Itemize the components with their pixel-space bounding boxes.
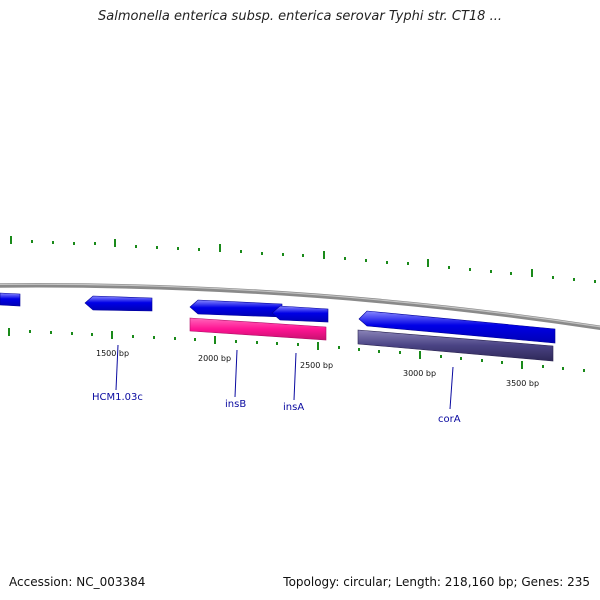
backbone xyxy=(0,283,600,331)
leader-corA xyxy=(449,366,454,410)
gene-label-leaders xyxy=(115,344,454,410)
outer-tick xyxy=(282,253,284,256)
inner-tick xyxy=(111,331,113,339)
inner-tick xyxy=(440,355,442,358)
map-title: Salmonella enterica subsp. enterica sero… xyxy=(98,9,502,24)
outer-tick xyxy=(386,261,388,264)
gene-arrow-insA[interactable] xyxy=(271,305,329,323)
gene-arrow-left-edge xyxy=(0,292,21,307)
outer-tick xyxy=(156,246,158,249)
inner-tick xyxy=(174,337,176,340)
outer-tick xyxy=(323,251,325,259)
outer-tick xyxy=(490,270,492,273)
inner-tick xyxy=(358,348,360,351)
outer-tick xyxy=(594,280,596,283)
inner-tick xyxy=(317,342,319,350)
gene-arrow-insB[interactable] xyxy=(189,299,283,318)
inner-tick xyxy=(542,365,544,368)
leader-hcm1-03c xyxy=(115,344,119,391)
outer-tick xyxy=(177,247,179,250)
inner-tick xyxy=(235,340,237,343)
inner-tick-track xyxy=(8,328,585,372)
inner-tick xyxy=(501,361,503,364)
inner-tick xyxy=(419,351,421,359)
outer-tick xyxy=(94,242,96,245)
gene-arrow-corA[interactable] xyxy=(358,310,556,344)
scale-label-1500: 1500 bp xyxy=(96,349,129,358)
outer-tick xyxy=(114,239,116,247)
topology-summary: Topology: circular; Length: 218,160 bp; … xyxy=(283,575,590,589)
outer-tick xyxy=(469,268,471,271)
outer-tick xyxy=(344,257,346,260)
scale-label-3000: 3000 bp xyxy=(403,369,436,378)
inner-tick xyxy=(214,336,216,344)
leader-insB xyxy=(234,349,238,398)
outer-tick xyxy=(198,248,200,251)
inner-tick xyxy=(460,357,462,360)
outer-tick xyxy=(73,242,75,245)
outer-tick xyxy=(261,252,263,255)
outer-tick xyxy=(31,240,33,243)
inner-tick xyxy=(297,343,299,346)
gene-label-corA[interactable]: corA xyxy=(438,414,461,425)
inner-tick xyxy=(153,336,155,339)
inner-tick xyxy=(481,359,483,362)
outer-tick xyxy=(552,276,554,279)
inner-tick xyxy=(8,328,10,336)
accession-text: Accession: NC_003384 xyxy=(9,575,146,589)
outer-tick xyxy=(427,259,429,267)
outer-tick xyxy=(510,272,512,275)
inner-tick xyxy=(132,335,134,338)
outer-tick xyxy=(573,278,575,281)
outer-tick xyxy=(302,254,304,257)
outer-tick xyxy=(448,266,450,269)
inner-tick xyxy=(583,369,585,372)
outer-tick xyxy=(240,250,242,253)
inner-tick xyxy=(194,338,196,341)
inner-tick xyxy=(276,342,278,345)
feature-bar-purple[interactable] xyxy=(357,329,554,362)
inner-tick xyxy=(338,346,340,349)
inner-tick xyxy=(256,341,258,344)
inner-tick xyxy=(50,331,52,334)
feature-bar-pink[interactable] xyxy=(189,317,327,341)
gene-label-insB[interactable]: insB xyxy=(225,399,246,410)
inner-tick xyxy=(91,333,93,336)
scale-label-2000: 2000 bp xyxy=(198,354,231,363)
outer-tick xyxy=(407,262,409,265)
outer-tick xyxy=(219,244,221,252)
inner-tick xyxy=(71,332,73,335)
outer-tick-track xyxy=(10,236,596,283)
outer-tick xyxy=(10,236,12,244)
leader-insA xyxy=(293,352,297,401)
inner-tick xyxy=(378,350,380,353)
inner-tick xyxy=(521,361,523,369)
gene-arrow-hcm1-03c[interactable] xyxy=(84,295,153,312)
scale-label-2500: 2500 bp xyxy=(300,361,333,370)
gene-label-insA[interactable]: insA xyxy=(283,402,304,413)
gene-label-hcm1-03c[interactable]: HCM1.03c xyxy=(92,392,143,403)
outer-tick xyxy=(52,241,54,244)
inner-tick xyxy=(29,330,31,333)
outer-tick xyxy=(365,259,367,262)
backbone-highlight xyxy=(0,283,600,328)
gene-features xyxy=(0,292,556,362)
outer-tick xyxy=(135,245,137,248)
inner-tick xyxy=(562,367,564,370)
outer-tick xyxy=(531,269,533,277)
scale-label-3500: 3500 bp xyxy=(506,379,539,388)
inner-tick xyxy=(399,351,401,354)
